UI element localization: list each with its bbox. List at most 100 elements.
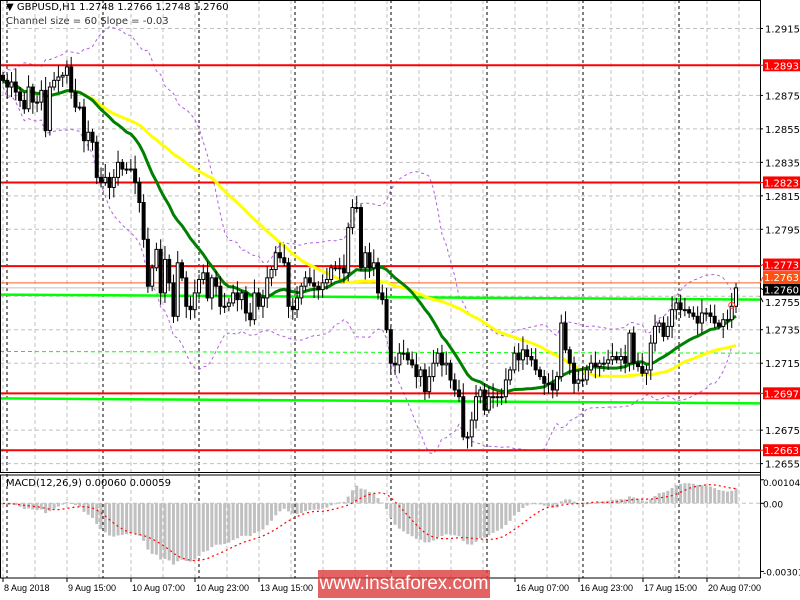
candle-bull <box>324 279 329 284</box>
channel-line <box>0 350 761 354</box>
macd-bar <box>495 503 499 531</box>
macd-bar <box>282 503 286 509</box>
price-tick-label: 1.2715 <box>765 359 800 370</box>
candle-bull <box>546 382 551 385</box>
candle-bull <box>209 277 214 299</box>
candle-bull <box>86 131 91 142</box>
macd-bar <box>355 485 359 504</box>
candle-bull <box>491 396 496 399</box>
candle-bear <box>278 252 283 259</box>
price-tick-label: 1.2675 <box>765 426 800 437</box>
candle-bull <box>111 176 116 188</box>
macd-bar <box>231 503 235 541</box>
candle-bear <box>482 389 487 411</box>
macd-bar <box>125 503 129 535</box>
current-price-label: 1.2760 <box>764 286 799 297</box>
macd-bar <box>551 503 555 508</box>
macd-bar <box>461 503 465 542</box>
candle-bear <box>516 352 521 361</box>
price-tick-label: 1.2815 <box>765 192 800 203</box>
level-price-label: 1.2823 <box>764 178 799 189</box>
candle-bear <box>367 252 372 269</box>
candle-bear <box>1 74 5 81</box>
macd-bar <box>73 503 77 506</box>
macd-bar <box>18 503 22 507</box>
price-tick-label: 1.2835 <box>765 158 800 169</box>
macd-bar <box>167 503 171 561</box>
candle-bear <box>422 369 427 393</box>
macd-bar <box>487 503 491 536</box>
candle-bear <box>81 106 86 142</box>
candle-bear <box>99 176 104 183</box>
level-price-label: 1.2697 <box>764 389 799 400</box>
candle-bear <box>712 315 717 324</box>
macd-bar <box>176 503 180 562</box>
candle-bear <box>94 141 99 178</box>
candle-bull <box>26 86 31 110</box>
channel-line <box>0 293 761 301</box>
macd-bar <box>708 486 712 504</box>
candle-bear <box>439 352 444 366</box>
macd-bar <box>244 503 248 536</box>
level-price-label-bg <box>763 444 800 457</box>
macd-bar <box>112 503 116 537</box>
time-axis-label: 16 Aug 23:00 <box>580 583 633 593</box>
macd-bar <box>542 503 546 506</box>
candle-bear <box>525 349 530 358</box>
macd-bar <box>103 503 107 533</box>
macd-bar <box>632 497 636 504</box>
macd-bar <box>397 503 401 529</box>
macd-bar <box>649 499 653 504</box>
macd-bar <box>402 503 406 532</box>
macd-bar <box>683 483 687 504</box>
macd-bar <box>448 503 452 535</box>
candle-bull <box>222 305 227 308</box>
chart-symbol-header: ▼ GBPUSD,H1 1.2748 1.2766 1.2748 1.2760 <box>6 2 229 14</box>
candle-bear <box>623 356 628 364</box>
macd-bar <box>180 503 184 560</box>
candle-bear <box>316 285 321 291</box>
price-tick-label: 1.2855 <box>765 125 800 136</box>
price-tick <box>759 296 764 303</box>
macd-bar <box>197 503 201 556</box>
macd-bar <box>453 503 457 536</box>
candle-bull <box>226 302 231 307</box>
macd-bar <box>14 503 18 506</box>
macd-bar <box>687 483 691 504</box>
candle-bull <box>175 262 180 317</box>
macd-bar <box>517 503 521 512</box>
macd-bar <box>218 503 222 545</box>
candle-bear <box>614 356 619 361</box>
macd-bar <box>116 503 120 536</box>
dropdown-triangle-icon[interactable]: ▼ <box>6 2 14 13</box>
candle-bear <box>376 262 381 294</box>
candle-bull <box>512 352 517 371</box>
candle-bear <box>550 382 555 391</box>
time-axis-label: 9 Aug 15:00 <box>68 583 116 593</box>
macd-bar <box>39 503 43 510</box>
macd-bar <box>269 503 273 521</box>
candle-bull <box>606 359 611 364</box>
macd-bar <box>662 492 666 504</box>
candle-bear <box>141 202 146 240</box>
candle-bear <box>716 322 721 327</box>
macd-bar <box>427 503 431 543</box>
candle-bull <box>252 292 257 321</box>
macd-bar <box>99 503 103 530</box>
macd-bar <box>585 503 589 505</box>
macd-bar <box>163 503 167 559</box>
macd-bar <box>201 503 205 552</box>
macd-bar <box>248 503 252 537</box>
candle-bull <box>128 168 133 171</box>
channel-indicator-label: Channel size = 60 Slope = -0.03 <box>6 16 169 27</box>
ma-slow-line <box>2 79 737 378</box>
macd-bar <box>598 501 602 504</box>
candle-bull <box>35 101 40 104</box>
macd-bar <box>223 503 227 544</box>
candle-bull <box>589 362 594 371</box>
candle-bull <box>397 352 402 366</box>
macd-bar <box>338 502 342 504</box>
macd-bar <box>137 503 141 536</box>
candle-bear <box>341 267 346 274</box>
